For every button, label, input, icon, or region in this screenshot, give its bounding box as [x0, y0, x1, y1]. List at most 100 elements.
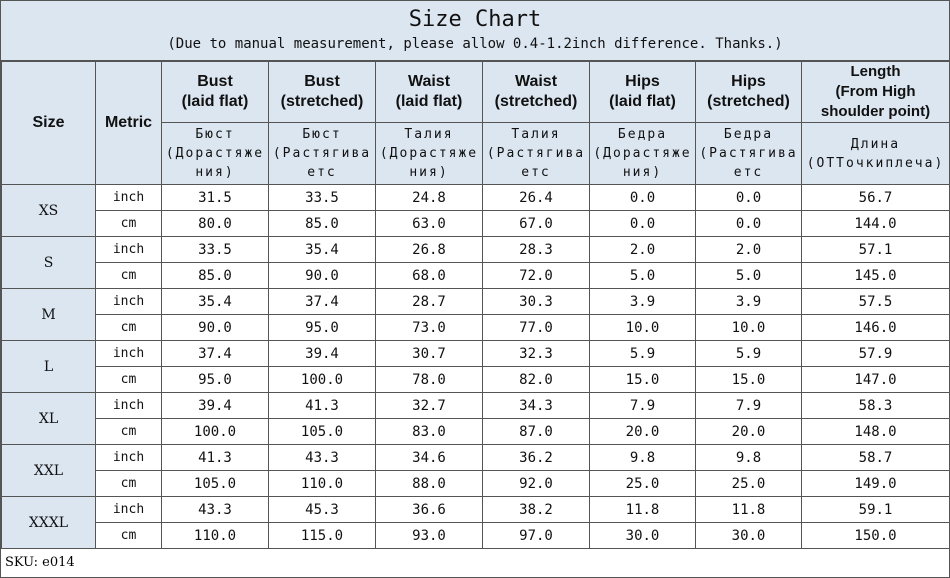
header: Size Chart (Due to manual measurement, p…: [1, 1, 949, 61]
column-header: Hips (laid flat): [589, 61, 696, 123]
measurement: 85.0: [161, 262, 269, 289]
measurement: 0.0: [589, 210, 696, 237]
measurement: 34.6: [375, 444, 483, 471]
measurement: 30.3: [482, 288, 590, 315]
metric-label: inch: [95, 288, 162, 315]
column-subheader: Бюст (Растягиваетс: [268, 122, 376, 185]
measurement: 11.8: [589, 496, 696, 523]
metric-label: inch: [95, 184, 162, 211]
measurement: 35.4: [268, 236, 376, 263]
table-row: cm 95.0 100.0 78.0 82.0 15.0 15.0 147.0: [2, 366, 950, 393]
measurement: 2.0: [695, 236, 802, 263]
metric-label: cm: [95, 262, 162, 289]
measurement: 15.0: [695, 366, 802, 393]
measurement: 95.0: [161, 366, 269, 393]
measurement: 26.4: [482, 184, 590, 211]
measurement: 10.0: [695, 314, 802, 341]
measurement: 147.0: [801, 366, 950, 393]
measurement: 57.1: [801, 236, 950, 263]
size-label: XXXL: [1, 496, 96, 549]
column-subheader: Бедра (Дорастяжения): [589, 122, 696, 185]
size-label: XL: [1, 392, 96, 445]
table-row: XXXL inch 43.3 45.3 36.6 38.2 11.8 11.8 59.1: [1, 496, 950, 549]
measurement: 105.0: [161, 470, 269, 497]
table-row: XXL inch 41.3 43.3 34.6 36.2 9.8 9.8 58.7: [1, 444, 950, 497]
measurement: 58.7: [801, 444, 950, 471]
measurement: 10.0: [589, 314, 696, 341]
size-label: XXL: [1, 444, 96, 497]
measurement: 26.8: [375, 236, 483, 263]
measurement: 63.0: [375, 210, 483, 237]
measurement: 87.0: [482, 418, 590, 445]
measurement: 144.0: [801, 210, 950, 237]
measurement: 41.3: [161, 444, 269, 471]
measurement: 83.0: [375, 418, 483, 445]
table-row: cm 90.0 95.0 73.0 77.0 10.0 10.0 146.0: [2, 314, 950, 341]
measurement: 90.0: [268, 262, 376, 289]
measurement: 9.8: [695, 444, 802, 471]
table-row: Size Metric Bust (laid flat) Bust (stretche…: [1, 61, 950, 185]
measurement: 0.0: [589, 184, 696, 211]
column-header: Size: [1, 61, 96, 185]
measurement: 110.0: [268, 470, 376, 497]
measurement: 88.0: [375, 470, 483, 497]
measurement: 30.0: [695, 522, 802, 549]
size-label: M: [1, 288, 96, 341]
measurement: 57.5: [801, 288, 950, 315]
measurement: 38.2: [482, 496, 590, 523]
measurement: 5.9: [589, 340, 696, 367]
table-row: cm 110.0 115.0 93.0 97.0 30.0 30.0 150.0: [2, 522, 950, 549]
column-header: Waist (laid flat): [375, 61, 483, 123]
size-table: Size Metric Bust (laid flat) Bust (stretche…: [1, 61, 950, 549]
table-row: XS inch 31.5 33.5 24.8 26.4 0.0 0.0 56.7: [1, 184, 950, 237]
measurement: 0.0: [695, 210, 802, 237]
measurement: 45.3: [268, 496, 376, 523]
measurement: 80.0: [161, 210, 269, 237]
measurement: 33.5: [161, 236, 269, 263]
measurement: 32.7: [375, 392, 483, 419]
measurement: 43.3: [268, 444, 376, 471]
measurement: 28.7: [375, 288, 483, 315]
measurement: 20.0: [589, 418, 696, 445]
measurement: 36.6: [375, 496, 483, 523]
measurement: 67.0: [482, 210, 590, 237]
metric-label: inch: [95, 392, 162, 419]
measurement: 20.0: [695, 418, 802, 445]
column-header: Hips (stretched): [695, 61, 802, 123]
measurement: 72.0: [482, 262, 590, 289]
column-header: Bust (laid flat): [161, 61, 269, 123]
subtitle: (Due to manual measurement, please allow…: [167, 36, 783, 52]
measurement: 5.9: [695, 340, 802, 367]
measurement: 11.8: [695, 496, 802, 523]
measurement: 41.3: [268, 392, 376, 419]
measurement: 34.3: [482, 392, 590, 419]
measurement: 145.0: [801, 262, 950, 289]
measurement: 28.3: [482, 236, 590, 263]
measurement: 39.4: [161, 392, 269, 419]
column-subheader: Талия (Дорастяжения): [375, 122, 483, 185]
measurement: 7.9: [589, 392, 696, 419]
metric-label: cm: [95, 470, 162, 497]
measurement: 92.0: [482, 470, 590, 497]
measurement: 78.0: [375, 366, 483, 393]
measurement: 95.0: [268, 314, 376, 341]
measurement: 37.4: [161, 340, 269, 367]
measurement: 24.8: [375, 184, 483, 211]
measurement: 25.0: [589, 470, 696, 497]
table-row: cm 100.0 105.0 83.0 87.0 20.0 20.0 148.0: [2, 418, 950, 445]
measurement: 3.9: [695, 288, 802, 315]
title: Size Chart: [408, 7, 542, 32]
size-label: L: [1, 340, 96, 393]
measurement: 148.0: [801, 418, 950, 445]
measurement: 115.0: [268, 522, 376, 549]
metric-label: inch: [95, 236, 162, 263]
measurement: 31.5: [161, 184, 269, 211]
table-row: XL inch 39.4 41.3 32.7 34.3 7.9 7.9 58.3: [1, 392, 950, 445]
metric-label: inch: [95, 496, 162, 523]
sku: SKU: e014: [5, 555, 75, 570]
measurement: 73.0: [375, 314, 483, 341]
measurement: 30.0: [589, 522, 696, 549]
metric-label: inch: [95, 444, 162, 471]
